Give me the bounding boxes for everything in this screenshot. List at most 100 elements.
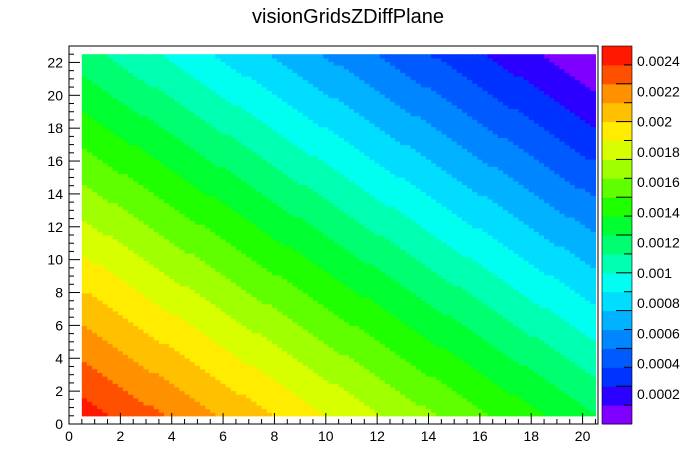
contour-cell (235, 292, 242, 298)
contour-cell (420, 329, 427, 334)
contour-cell (580, 390, 586, 395)
contour-cell (174, 303, 181, 308)
contour-cell (564, 282, 571, 287)
contour-cell (205, 332, 211, 337)
contour-cell (338, 300, 345, 305)
contour-cell (554, 350, 561, 355)
contour-cell (158, 412, 165, 417)
contour-cell (174, 249, 181, 254)
contour-cell (215, 318, 222, 323)
contour-cell (559, 303, 566, 308)
contour-cell (379, 350, 386, 355)
contour-cell (174, 365, 181, 370)
contour-cell (364, 260, 371, 265)
contour-cell (199, 361, 206, 366)
contour-cell (143, 263, 150, 269)
contour-cell (574, 361, 581, 366)
contour-cell (374, 263, 381, 269)
contour-cell (333, 343, 340, 348)
contour-cell (513, 404, 519, 410)
contour-cell (569, 256, 576, 261)
contour-cell (189, 238, 196, 243)
contour-cell (312, 397, 319, 402)
contour-cell (194, 296, 201, 301)
contour-cell (574, 368, 581, 373)
contour-cell (230, 307, 237, 312)
contour-cell (220, 339, 227, 345)
contour-cell (502, 336, 509, 341)
contour-cell (246, 354, 252, 359)
contour-cell (456, 343, 463, 348)
contour-cell (312, 307, 319, 312)
contour-cell (574, 256, 581, 261)
contour-cell (112, 332, 119, 337)
contour-cell (205, 260, 211, 265)
contour-cell (92, 256, 98, 261)
contour-cell (492, 325, 499, 330)
contour-cell (307, 260, 314, 265)
contour-cell (112, 321, 119, 326)
contour-cell (282, 303, 288, 308)
contour-cell (241, 376, 247, 381)
contour-cell (538, 390, 545, 395)
contour-cell (158, 271, 165, 276)
contour-cell (492, 285, 499, 290)
contour-cell (431, 238, 437, 243)
contour-cell (235, 242, 242, 247)
contour-cell (92, 249, 98, 254)
contour-cell (533, 263, 540, 269)
contour-cell (297, 303, 304, 308)
contour-cell (86, 368, 93, 373)
contour-cell (348, 307, 355, 312)
contour-cell (580, 372, 586, 377)
contour-cell (590, 368, 597, 373)
contour-cell (384, 347, 391, 352)
contour-cell (312, 372, 319, 377)
contour-cell (328, 339, 335, 345)
contour-cell (549, 292, 555, 298)
contour-cell (523, 372, 530, 377)
contour-cell (533, 260, 540, 265)
contour-cell (256, 336, 263, 341)
contour-cell (456, 354, 463, 359)
contour-cell (523, 354, 530, 359)
contour-cell (574, 383, 581, 388)
contour-cell (369, 307, 376, 312)
contour-cell (410, 318, 417, 323)
contour-cell (482, 289, 489, 294)
contour-cell (230, 361, 237, 366)
contour-cell (502, 401, 509, 406)
contour-cell (230, 263, 237, 269)
contour-cell (523, 282, 530, 287)
contour-cell (328, 412, 335, 417)
contour-cell (277, 390, 283, 395)
contour-cell (343, 397, 350, 402)
contour-cell (513, 282, 519, 287)
contour-cell (251, 357, 258, 363)
contour-cell (518, 404, 525, 410)
contour-cell (194, 318, 201, 323)
contour-cell (590, 343, 597, 348)
contour-cell (544, 282, 550, 287)
contour-cell (256, 271, 263, 276)
contour-cell (410, 278, 417, 283)
contour-cell (143, 343, 150, 348)
contour-cell (318, 256, 324, 261)
contour-cell (297, 256, 304, 261)
contour-cell (164, 285, 170, 290)
contour-cell (559, 285, 566, 290)
contour-cell (477, 253, 484, 258)
contour-cell (128, 404, 134, 410)
contour-cell (307, 394, 314, 399)
contour-cell (508, 408, 514, 413)
contour-cell (431, 289, 437, 294)
contour-cell (230, 303, 237, 308)
contour-cell (271, 238, 278, 243)
contour-cell (307, 256, 314, 261)
contour-cell (508, 332, 514, 337)
contour-cell (282, 289, 288, 294)
contour-cell (143, 238, 150, 243)
contour-cell (364, 336, 371, 341)
contour-cell (513, 394, 519, 399)
contour-cell (585, 285, 591, 290)
